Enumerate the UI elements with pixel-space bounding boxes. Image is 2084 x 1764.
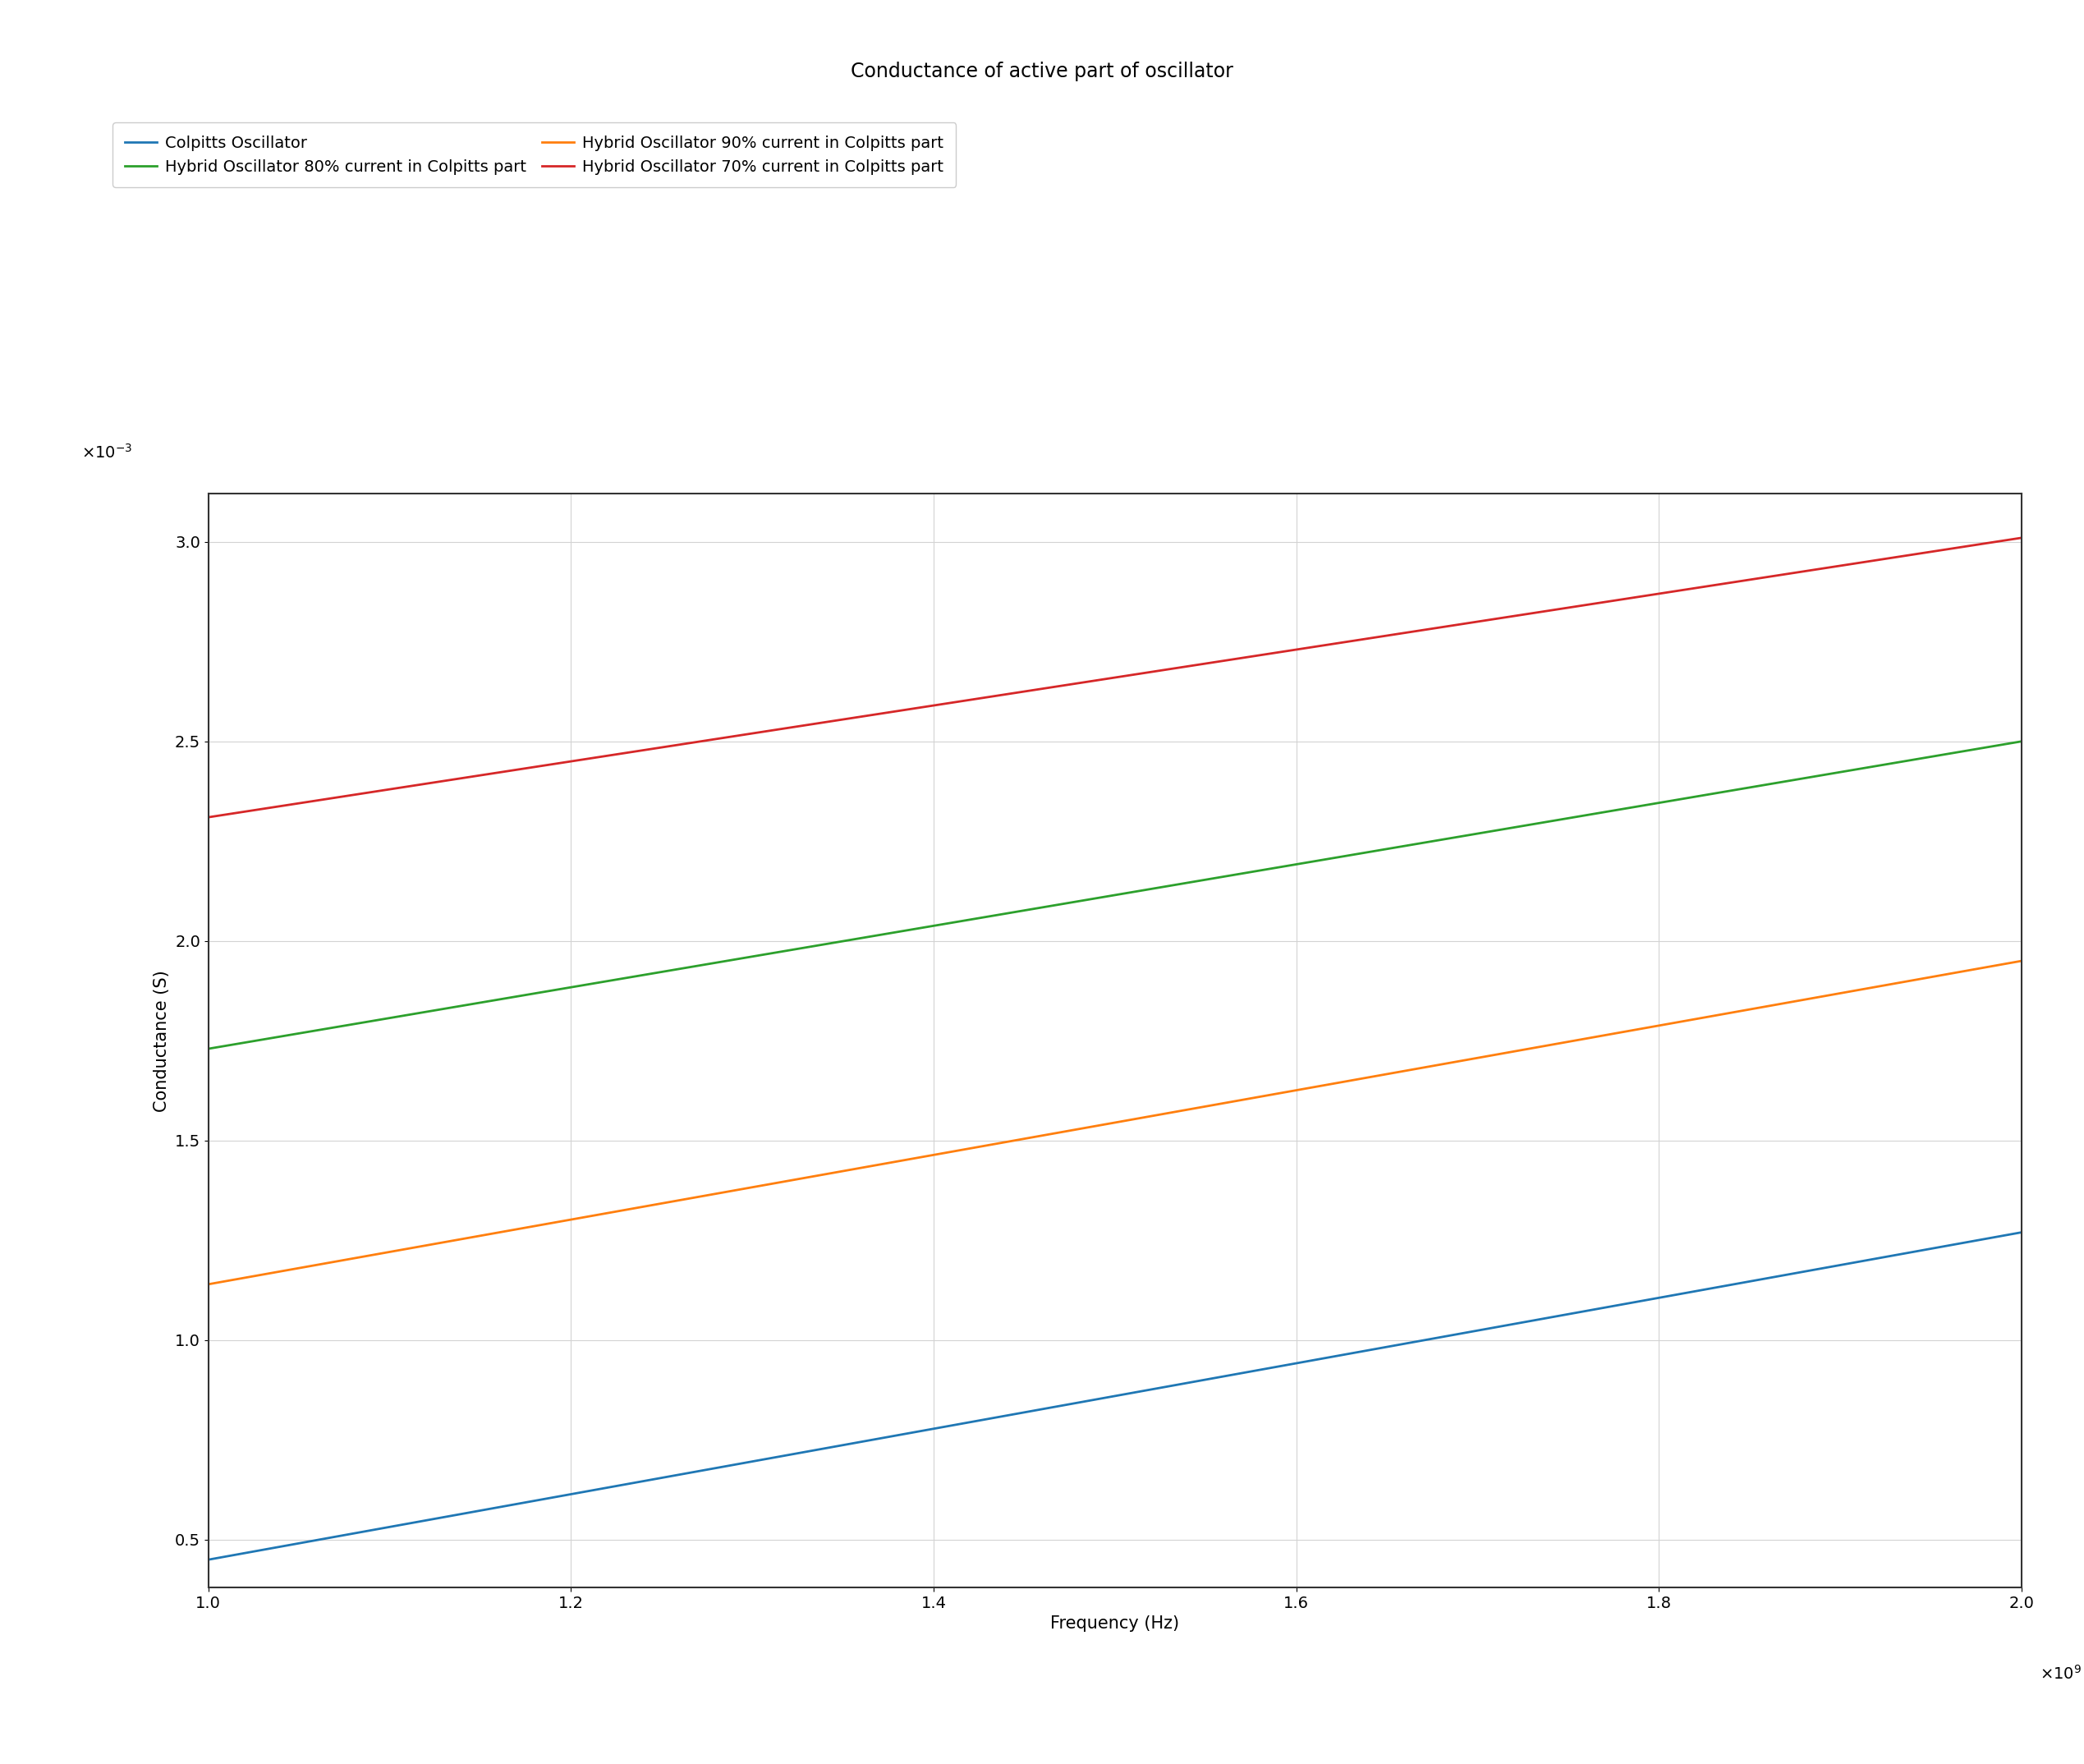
Hybrid Oscillator 70% current in Colpitts part: [2009, 527, 2034, 549]
Hybrid Oscillator 80% current in Colpitts part: [2009, 730, 2034, 751]
Line: Hybrid Oscillator 90% current in Colpitts part: Hybrid Oscillator 90% current in Colpitt…: [208, 961, 2021, 1284]
Hybrid Oscillator 80% current in Colpitts part: [1682, 787, 1707, 808]
Colpitts Oscillator: [1067, 1392, 1092, 1413]
Colpitts Oscillator: [1177, 1372, 1202, 1394]
Hybrid Oscillator 90% current in Colpitts part: [1275, 1081, 1300, 1102]
Hybrid Oscillator 70% current in Colpitts part: [196, 806, 221, 827]
Line: Hybrid Oscillator 70% current in Colpitts part: Hybrid Oscillator 70% current in Colpitt…: [208, 538, 2021, 817]
Colpitts Oscillator: [2009, 1222, 2034, 1244]
Hybrid Oscillator 90% current in Colpitts part: [1682, 1009, 1707, 1030]
Hybrid Oscillator 80% current in Colpitts part: [1057, 893, 1082, 914]
Colpitts Oscillator: [1682, 1281, 1707, 1302]
Text: $\times10^{9}$: $\times10^{9}$: [2040, 1663, 2082, 1683]
Hybrid Oscillator 70% current in Colpitts part: [1682, 577, 1707, 598]
Hybrid Oscillator 70% current in Colpitts part: [1067, 672, 1092, 693]
Hybrid Oscillator 90% current in Colpitts part: [196, 1274, 221, 1295]
Text: $\times10^{-3}$: $\times10^{-3}$: [81, 443, 133, 460]
Hybrid Oscillator 70% current in Colpitts part: [1177, 656, 1202, 677]
Line: Colpitts Oscillator: Colpitts Oscillator: [208, 1233, 2021, 1559]
Hybrid Oscillator 70% current in Colpitts part: [1057, 674, 1082, 695]
Hybrid Oscillator 90% current in Colpitts part: [1067, 1118, 1092, 1140]
Colpitts Oscillator: [1275, 1355, 1300, 1376]
Hybrid Oscillator 90% current in Colpitts part: [2009, 951, 2034, 972]
X-axis label: Frequency (Hz): Frequency (Hz): [1050, 1616, 1180, 1632]
Hybrid Oscillator 80% current in Colpitts part: [1067, 891, 1092, 912]
Hybrid Oscillator 80% current in Colpitts part: [196, 1039, 221, 1060]
Line: Hybrid Oscillator 80% current in Colpitts part: Hybrid Oscillator 80% current in Colpitt…: [208, 741, 2021, 1050]
Hybrid Oscillator 80% current in Colpitts part: [1177, 871, 1202, 893]
Hybrid Oscillator 90% current in Colpitts part: [1177, 1099, 1202, 1120]
Hybrid Oscillator 70% current in Colpitts part: [1965, 534, 1990, 556]
Colpitts Oscillator: [1057, 1394, 1082, 1415]
Hybrid Oscillator 90% current in Colpitts part: [1965, 958, 1990, 979]
Legend: Colpitts Oscillator, Hybrid Oscillator 80% current in Colpitts part, Hybrid Osci: Colpitts Oscillator, Hybrid Oscillator 8…: [113, 123, 957, 187]
Colpitts Oscillator: [1965, 1230, 1990, 1251]
Hybrid Oscillator 80% current in Colpitts part: [1965, 737, 1990, 759]
Y-axis label: Conductance (S): Conductance (S): [154, 970, 171, 1111]
Colpitts Oscillator: [196, 1549, 221, 1570]
Hybrid Oscillator 70% current in Colpitts part: [1275, 640, 1300, 662]
Hybrid Oscillator 90% current in Colpitts part: [1057, 1120, 1082, 1141]
Hybrid Oscillator 80% current in Colpitts part: [1275, 856, 1300, 877]
Text: Conductance of active part of oscillator: Conductance of active part of oscillator: [850, 62, 1234, 81]
